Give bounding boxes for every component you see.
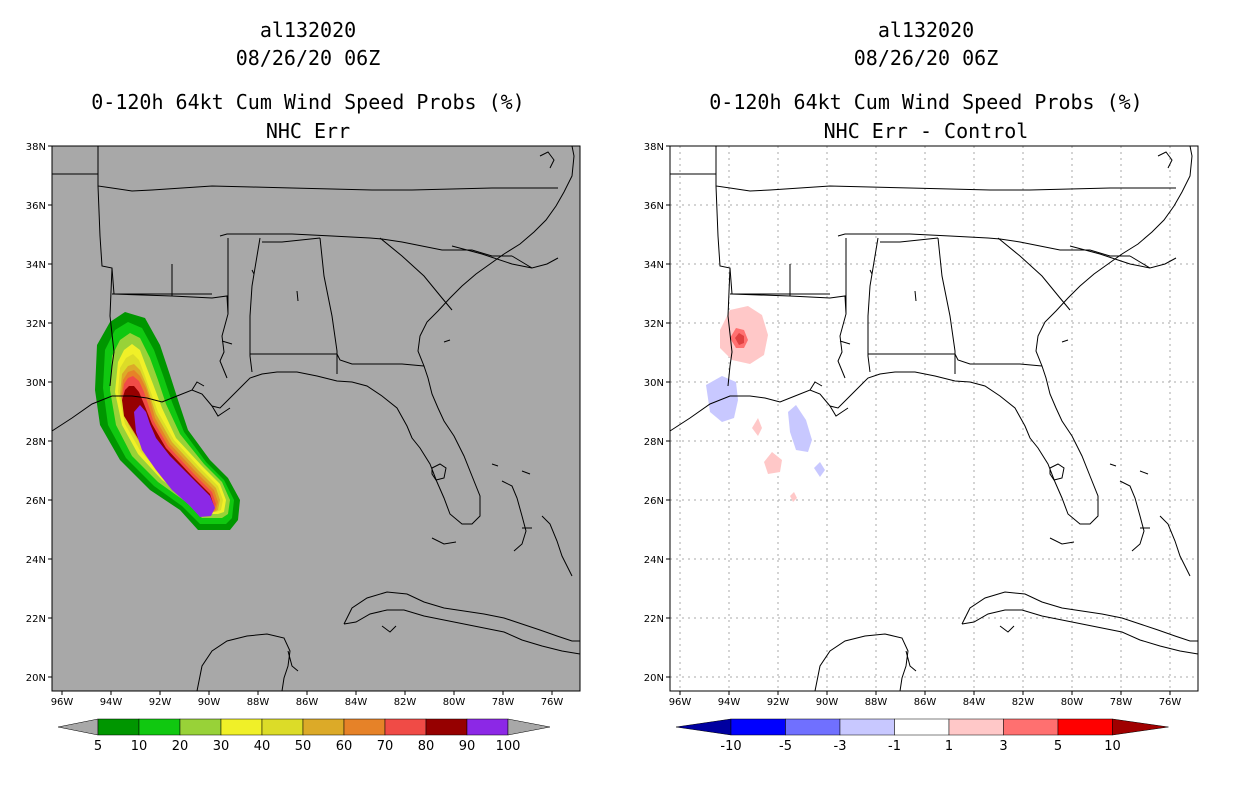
right-map-panel: 38N 36N 34N 32N 30N 28N 26N 24N 22N 20N 96W 94W 92W 9…: [644, 142, 1199, 708]
right-product-title: 0-120h 64kt Cum Wind Speed Probs (%): [709, 90, 1143, 114]
left-colorbar-swatch: [179, 718, 222, 736]
left-colorbar-label: 40: [254, 739, 271, 754]
right-lon-label: 84W: [963, 697, 986, 708]
right-lon-label: 88W: [865, 697, 888, 708]
right-colorbar-label: -1: [888, 739, 901, 754]
right-lat-label: 36N: [644, 201, 664, 212]
right-lon-label: 82W: [1012, 697, 1035, 708]
right-lat-label: 28N: [644, 437, 664, 448]
left-storm-id: al132020: [259, 18, 357, 42]
right-colorbar-label: -10: [720, 739, 741, 754]
left-colorbar-swatch: [138, 718, 181, 736]
left-colorbar-label: 10: [131, 739, 148, 754]
right-lon-label: 96W: [669, 697, 692, 708]
right-colorbar-swatch: [1003, 718, 1059, 736]
left-colorbar-swatch: [343, 718, 386, 736]
left-colorbar-swatch: [220, 718, 263, 736]
left-axes: 38N 36N 34N 32N 30N 28N 26N 24N 22N 20N 96W 94W 92W 9…: [26, 142, 564, 708]
left-lon-label: 92W: [149, 697, 172, 708]
left-colorbar-label: 70: [377, 739, 394, 754]
right-colorbar-label: 3: [999, 739, 1007, 754]
left-colorbar-label: 60: [336, 739, 353, 754]
left-colorbar-label: 90: [459, 739, 476, 754]
right-lon-label: 76W: [1159, 697, 1182, 708]
right-lat-label: 32N: [644, 319, 664, 330]
left-map-panel: 38N 36N 34N 32N 30N 28N 26N 24N 22N 20N 96W 94W 92W 9…: [26, 142, 581, 708]
right-axes: 38N 36N 34N 32N 30N 28N 26N 24N 22N 20N 96W 94W 92W 9…: [644, 142, 1182, 708]
right-subtitle: NHC Err - Control: [823, 119, 1029, 143]
left-lat-label: 26N: [26, 496, 46, 507]
left-colorbar-label: 5: [94, 739, 102, 754]
left-colorbar-swatch: [384, 718, 427, 736]
right-lat-label: 38N: [644, 142, 664, 153]
right-colorbar-swatch: [894, 718, 950, 736]
right-storm-id: al132020: [877, 18, 975, 42]
left-colorbar-swatch: [302, 718, 345, 736]
right-colorbar: -10 -5 -3 -1 1 3 5 10: [675, 718, 1169, 754]
left-colorbar-label: 80: [418, 739, 435, 754]
right-map-background: [670, 146, 1198, 691]
left-colorbar-swatch: [97, 718, 140, 736]
left-lat-label: 36N: [26, 201, 46, 212]
left-lon-label: 94W: [100, 697, 123, 708]
left-colorbar-swatch: [425, 718, 468, 736]
right-colorbar-low-arrow: [675, 718, 732, 736]
right-colorbar-label: 5: [1054, 739, 1062, 754]
left-lon-label: 88W: [247, 697, 270, 708]
left-lat-label: 34N: [26, 260, 46, 271]
right-lon-label: 86W: [914, 697, 937, 708]
left-lon-label: 78W: [492, 697, 515, 708]
right-lon-label: 78W: [1110, 697, 1133, 708]
right-lon-label: 80W: [1061, 697, 1084, 708]
left-colorbar-label: 100: [496, 739, 521, 754]
right-colorbar-swatch: [839, 718, 895, 736]
left-lat-label: 28N: [26, 437, 46, 448]
right-lat-label: 26N: [644, 496, 664, 507]
right-colorbar-label: -3: [834, 739, 847, 754]
left-lon-label: 84W: [345, 697, 368, 708]
left-lat-label: 30N: [26, 378, 46, 389]
left-datetime: 08/26/20 06Z: [235, 46, 381, 70]
left-probability-contours: [95, 312, 240, 530]
left-colorbar-label: 20: [172, 739, 189, 754]
right-lat-label: 30N: [644, 378, 664, 389]
left-colorbar-label: 30: [213, 739, 230, 754]
left-lat-label: 20N: [26, 673, 46, 684]
right-lat-label: 22N: [644, 614, 664, 625]
right-datetime: 08/26/20 06Z: [853, 46, 999, 70]
left-colorbar-high-arrow: [507, 718, 551, 736]
right-lat-label: 20N: [644, 673, 664, 684]
left-lat-label: 24N: [26, 555, 46, 566]
left-colorbar-label: 50: [295, 739, 312, 754]
left-colorbar-low-arrow: [57, 718, 99, 736]
left-colorbar-swatch: [261, 718, 304, 736]
right-colorbar-high-arrow: [1112, 718, 1169, 736]
right-colorbar-label: -5: [779, 739, 792, 754]
left-colorbar: 5 10 20 30 40 50 60 70 80 90 100: [57, 718, 551, 754]
right-colorbar-swatch: [948, 718, 1004, 736]
left-lat-label: 38N: [26, 142, 46, 153]
left-product-title: 0-120h 64kt Cum Wind Speed Probs (%): [91, 90, 525, 114]
right-colorbar-swatch: [1057, 718, 1113, 736]
left-lon-label: 96W: [51, 697, 74, 708]
left-lon-label: 86W: [296, 697, 319, 708]
right-lon-label: 92W: [767, 697, 790, 708]
left-colorbar-swatch: [466, 718, 509, 736]
right-lat-label: 24N: [644, 555, 664, 566]
left-lon-label: 80W: [443, 697, 466, 708]
left-lat-label: 22N: [26, 614, 46, 625]
right-lat-label: 34N: [644, 260, 664, 271]
right-colorbar-label: 1: [945, 739, 953, 754]
right-colorbar-swatch: [785, 718, 841, 736]
left-lon-label: 76W: [541, 697, 564, 708]
left-lat-label: 32N: [26, 319, 46, 330]
right-lon-label: 94W: [718, 697, 741, 708]
left-subtitle: NHC Err: [265, 119, 351, 143]
right-colorbar-label: 10: [1104, 739, 1121, 754]
left-lon-label: 90W: [198, 697, 221, 708]
right-lon-label: 90W: [816, 697, 839, 708]
left-lon-label: 82W: [394, 697, 417, 708]
right-colorbar-swatch: [730, 718, 786, 736]
